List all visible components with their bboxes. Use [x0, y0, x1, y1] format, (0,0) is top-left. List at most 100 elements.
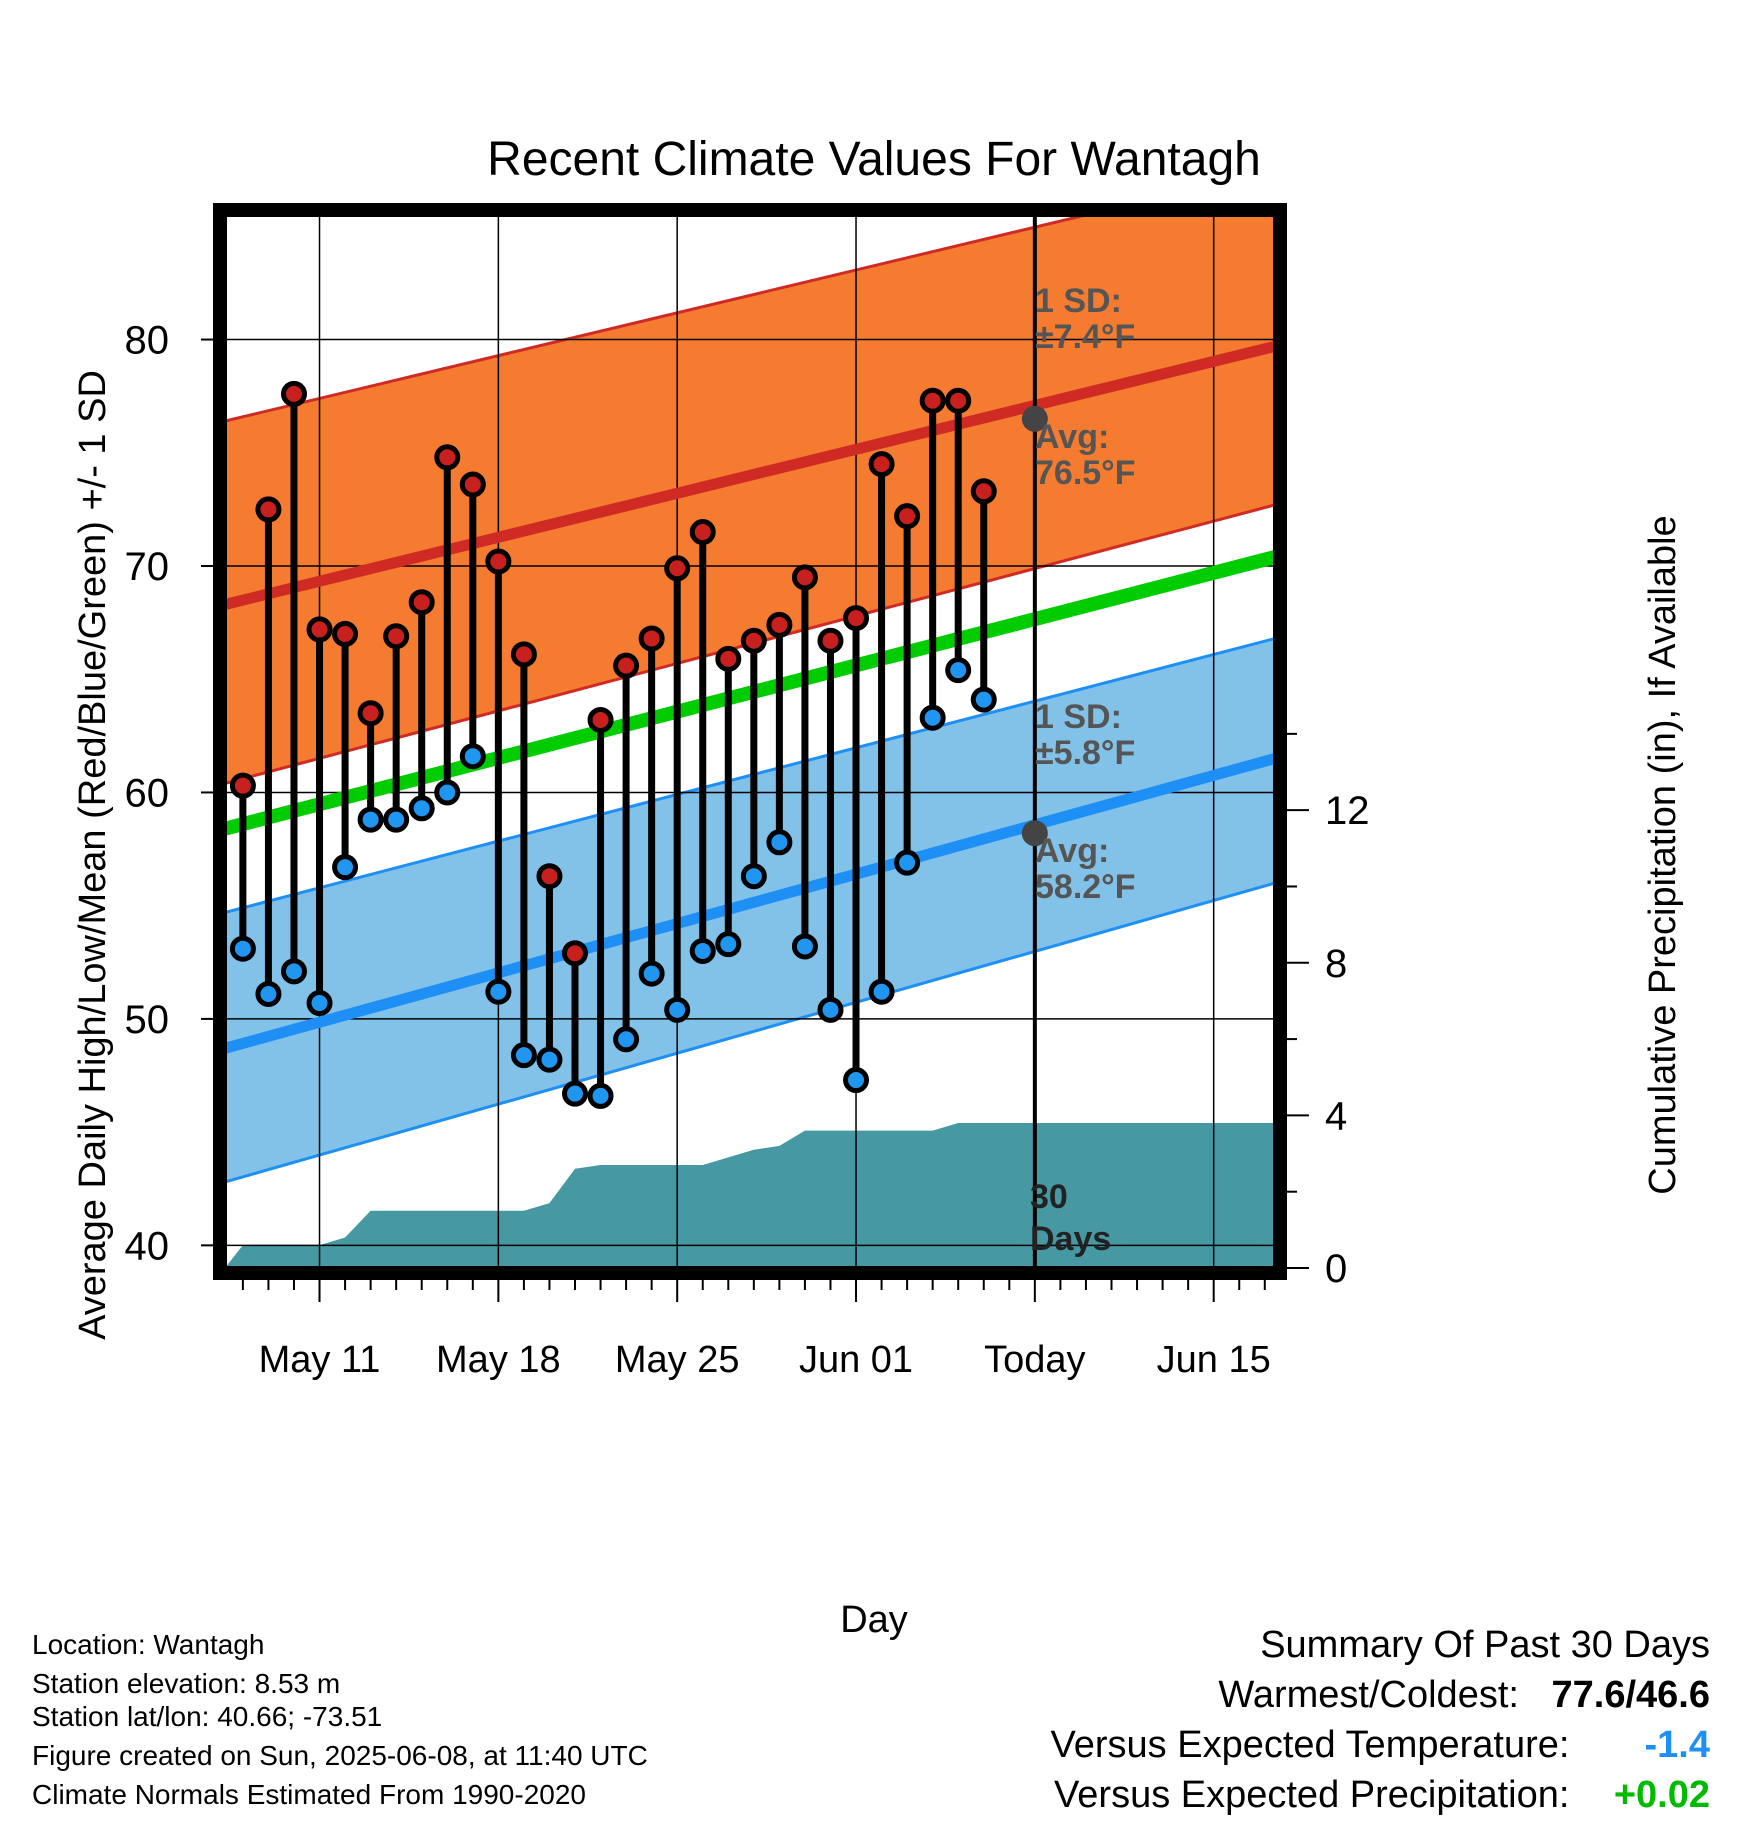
daily-low-point [638, 960, 665, 987]
daily-high-point [791, 564, 818, 591]
today-days-number: 30 [1030, 1178, 1068, 1216]
daily-low-point [536, 1046, 563, 1073]
y-tick-label-60: 60 [125, 771, 170, 815]
station-info: Location: Wantagh Station elevation: 8.5… [32, 1628, 648, 1811]
created-text: Figure created on Sun, 2025-06-08, at 11… [32, 1740, 648, 1771]
x-tick-label: Jun 01 [799, 1339, 913, 1381]
precip-label: Versus Expected Precipitation: [1054, 1774, 1570, 1816]
daily-high-point [868, 451, 895, 478]
daily-high-point [664, 555, 691, 582]
normal-high-band [225, 215, 1275, 784]
normal-high-band-upper-edge [225, 215, 1093, 423]
daily-low-point [434, 779, 461, 806]
daily-high-point [894, 503, 921, 530]
precip-value: +0.02 [1613, 1774, 1710, 1816]
y-axis-label: Average Daily High/Low/Mean (Red/Blue/Gr… [72, 370, 114, 1340]
x-tick-label: Today [984, 1339, 1085, 1381]
high-avg-value: 76.5°F [1035, 454, 1136, 492]
low-sd-label: 1 SD: [1035, 698, 1122, 736]
warmest-value: 77.6/46.6 [1551, 1674, 1710, 1716]
daily-high-point [766, 611, 793, 638]
warmest-coldest-row: Warmest/Coldest: 77.6/46.6 [1051, 1670, 1710, 1720]
daily-high-point [280, 380, 307, 407]
normal-high-line [225, 341, 1275, 610]
latlon-text: Station lat/lon: 40.66; -73.51 [32, 1701, 383, 1732]
daily-high-point [510, 641, 537, 668]
y2-tick-label-0: 0 [1325, 1247, 1347, 1291]
daily-high-point [434, 444, 461, 471]
daily-low-point [613, 1026, 640, 1053]
daily-high-point [587, 706, 614, 733]
y2-tick-label-8: 8 [1325, 942, 1347, 986]
y-tick-label-50: 50 [125, 998, 170, 1042]
today-low-avg-dot [1021, 820, 1048, 847]
daily-low-point [817, 996, 844, 1023]
normal-low-line [225, 753, 1275, 1054]
daily-low-point [587, 1082, 614, 1109]
daily-low-point [255, 980, 282, 1007]
today-days-label: Days [1030, 1220, 1111, 1258]
daily-high-point [229, 772, 256, 799]
daily-high-point [485, 548, 512, 575]
daily-high-point [255, 496, 282, 523]
daily-high-point [843, 605, 870, 632]
daily-low-point [485, 978, 512, 1005]
daily-low-point [689, 937, 716, 964]
today-high-avg-dot [1021, 405, 1048, 432]
daily-low-point [383, 806, 410, 833]
elevation-text: Station elevation: 8.53 m [32, 1668, 341, 1699]
daily-high-point [689, 519, 716, 546]
daily-high-point [357, 700, 384, 727]
daily-high-point [945, 387, 972, 414]
daily-low-point [715, 931, 742, 958]
temp-label: Versus Expected Temperature: [1050, 1724, 1570, 1766]
daily-low-point [306, 990, 333, 1017]
x-tick-label: May 25 [615, 1339, 740, 1381]
daily-low-point [510, 1042, 537, 1069]
daily-low-point [766, 829, 793, 856]
daily-high-point [383, 623, 410, 650]
daily-low-point [459, 743, 486, 770]
daily-high-point [817, 627, 844, 654]
daily-low-point [562, 1080, 588, 1107]
precip-row: Versus Expected Precipitation: +0.02 [1051, 1770, 1710, 1820]
daily-high-point [970, 478, 997, 505]
daily-low-point [664, 996, 691, 1023]
x-tick-label: Jun 15 [1157, 1339, 1271, 1381]
daily-low-point [843, 1067, 870, 1094]
daily-high-point [306, 616, 333, 643]
daily-high-point [536, 863, 563, 890]
daily-low-point [868, 978, 895, 1005]
y2-axis-label: Cumulative Precipitation (in), If Availa… [1642, 515, 1684, 1194]
x-tick-label: May 18 [436, 1339, 561, 1381]
daily-low-point [970, 686, 997, 713]
plot-frame [213, 203, 1287, 1280]
normal-low-band [225, 638, 1275, 1182]
daily-high-point [638, 625, 665, 652]
daily-low-point [740, 863, 767, 890]
daily-low-point [229, 935, 256, 962]
normal-low-band-lower-edge [225, 881, 1275, 1184]
daily-low-point [791, 933, 818, 960]
daily-high-point [613, 652, 640, 679]
y2-tick-label-12: 12 [1325, 789, 1370, 833]
normals-text: Climate Normals Estimated From 1990-2020 [32, 1779, 586, 1810]
daily-low-point [894, 849, 921, 876]
summary-title: Summary Of Past 30 Days [1260, 1624, 1710, 1666]
plot-area [225, 215, 1275, 1268]
daily-low-point [408, 795, 435, 822]
location-text: Location: Wantagh [32, 1629, 265, 1660]
daily-high-point [715, 645, 742, 672]
summary-panel: Summary Of Past 30 Days Warmest/Coldest:… [1051, 1620, 1710, 1820]
high-sd-value: ±7.4°F [1035, 318, 1135, 356]
daily-low-point [357, 806, 384, 833]
x-tick-label: May 11 [259, 1339, 381, 1381]
daily-high-point [740, 627, 767, 654]
precipitation-area [225, 1123, 1275, 1268]
low-sd-value: ±5.8°F [1035, 734, 1135, 772]
daily-low-point [280, 958, 307, 985]
y-tick-label-80: 80 [125, 319, 170, 363]
low-avg-label: Avg: [1035, 832, 1109, 870]
high-sd-label: 1 SD: [1035, 282, 1122, 320]
